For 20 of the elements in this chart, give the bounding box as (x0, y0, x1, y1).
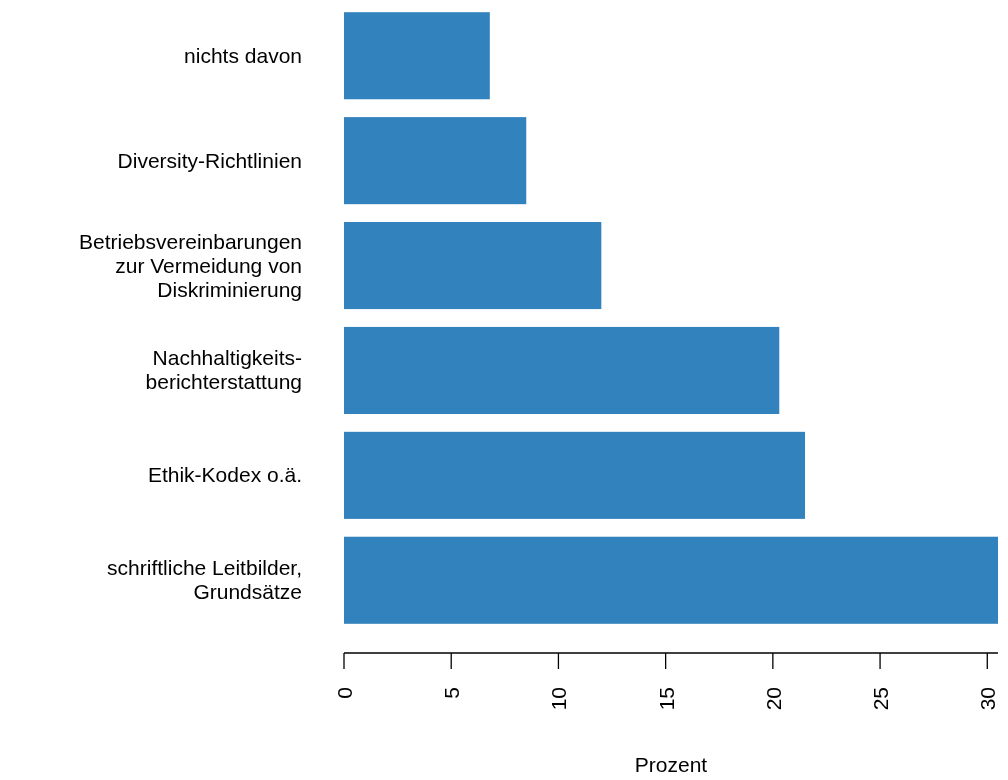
bar (344, 431, 806, 519)
x-tick-label: 25 (869, 687, 893, 711)
x-tick-label: 5 (440, 687, 464, 699)
bar (344, 222, 602, 310)
y-tick-label: Betriebsvereinbarungen zur Vermeidung von Diskriminierung (79, 229, 302, 301)
bar (344, 536, 998, 624)
x-tick-label: 10 (547, 687, 571, 711)
y-tick-label: nichts davon (184, 43, 302, 67)
x-axis-title: Prozent (634, 753, 708, 776)
y-tick-label: Nachhaltigkeits- berichterstattung (145, 346, 302, 394)
x-tick-label: 30 (976, 687, 1000, 711)
bar (344, 326, 780, 414)
bar (344, 12, 490, 100)
x-tick-label: 15 (654, 687, 678, 711)
x-tick-label: 0 (333, 687, 356, 699)
y-tick-label: schriftliche Leitbilder, Grundsätze (107, 556, 302, 604)
y-tick-label: Ethik-Kodex o.ä. (147, 463, 302, 487)
bar (344, 117, 527, 205)
x-tick-label: 20 (761, 687, 785, 711)
y-tick-label: Diversity-Richtlinien (117, 148, 302, 172)
